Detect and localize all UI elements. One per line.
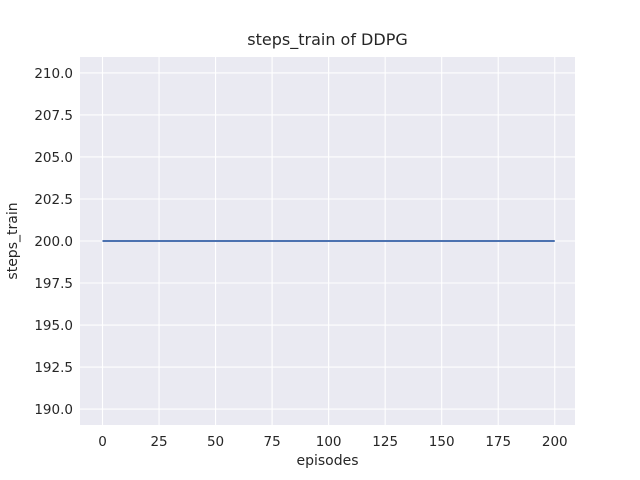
y-tick-label: 197.5: [34, 276, 73, 292]
y-tick-label: 192.5: [34, 360, 73, 376]
x-tick-label: 0: [98, 434, 107, 450]
x-tick-label: 175: [485, 434, 511, 450]
y-tick-label: 200.0: [34, 234, 73, 250]
x-tick-label: 200: [542, 434, 568, 450]
x-tick-label: 50: [207, 434, 224, 450]
x-tick-label: 100: [316, 434, 342, 450]
y-tick-label: 202.5: [34, 192, 73, 208]
y-tick-label: 195.0: [34, 318, 73, 334]
y-tick-label: 210.0: [34, 66, 73, 82]
y-tick-label: 207.5: [34, 108, 73, 124]
x-tick-label: 150: [429, 434, 455, 450]
x-tick-label: 25: [150, 434, 167, 450]
y-tick-label: 205.0: [34, 150, 73, 166]
x-tick-label: 125: [372, 434, 398, 450]
x-axis-label: episodes: [296, 453, 359, 469]
chart-title: steps_train of DDPG: [247, 30, 408, 49]
x-tick-label: 75: [264, 434, 281, 450]
y-tick-label: 190.0: [34, 402, 73, 418]
